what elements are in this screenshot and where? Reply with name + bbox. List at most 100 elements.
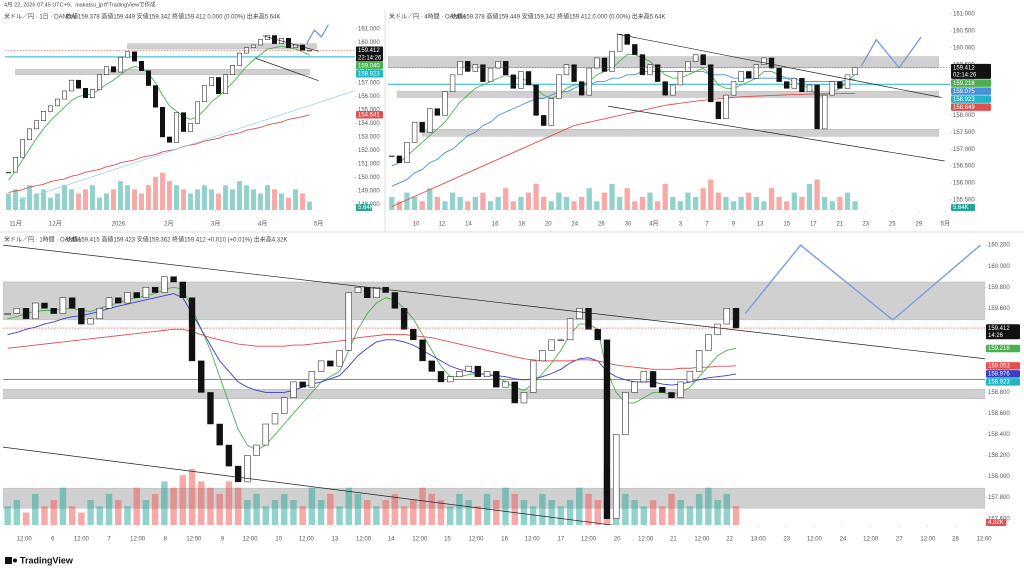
volume-bar xyxy=(195,189,200,210)
candle xyxy=(705,334,712,351)
candle xyxy=(603,339,611,519)
candle xyxy=(97,74,102,90)
price-zone xyxy=(3,389,985,400)
candle xyxy=(59,297,67,314)
candle xyxy=(799,77,805,92)
x-tick-label: 2月 xyxy=(164,221,173,228)
volume-tag-label: 4.32K xyxy=(988,520,1004,526)
volume-bar xyxy=(487,201,494,210)
candle xyxy=(216,77,221,94)
volume-bar xyxy=(647,192,653,210)
x-tick-label: 16 xyxy=(492,222,499,228)
candle xyxy=(244,455,251,483)
volume-bar xyxy=(419,201,425,210)
volume-bar xyxy=(723,196,729,210)
volume-bar xyxy=(446,506,454,525)
volume-tag xyxy=(986,519,1007,526)
price-tag xyxy=(986,344,1020,353)
volume-bar xyxy=(207,487,214,525)
y-tick-label: 156.500 xyxy=(953,164,975,170)
candle xyxy=(373,286,380,299)
candle xyxy=(290,381,297,398)
volume-bar xyxy=(48,197,53,210)
price-tag-label: 159.218 xyxy=(953,81,975,87)
price-zone xyxy=(15,69,310,75)
volume-bar xyxy=(844,192,851,210)
volume-bar xyxy=(262,506,270,525)
volume-bar xyxy=(153,176,158,210)
x-tick-label: 12 xyxy=(439,222,446,228)
candle xyxy=(41,302,48,309)
volume-bar xyxy=(404,192,410,210)
candle xyxy=(566,318,574,341)
candle xyxy=(529,360,537,393)
candle xyxy=(753,64,760,79)
volume-bar xyxy=(104,193,109,210)
volume-bar xyxy=(234,487,242,525)
candle xyxy=(480,64,486,82)
y-tick-label: 157.000 xyxy=(953,147,975,153)
volume-bar xyxy=(799,196,805,210)
candle xyxy=(146,70,151,86)
price-tag xyxy=(951,63,991,79)
y-tick-label: 151.000 xyxy=(358,162,380,168)
candle xyxy=(209,77,214,86)
x-tick-label: 12:00 xyxy=(977,537,993,543)
footer-brand: TradingView xyxy=(20,555,74,565)
candle xyxy=(55,98,60,107)
volume-bar xyxy=(732,506,740,525)
candle xyxy=(677,71,684,86)
candle xyxy=(111,66,116,73)
volume-bar xyxy=(483,493,491,525)
candle xyxy=(195,101,200,124)
volume-bar xyxy=(111,189,116,210)
x-tick-label: 12:00 xyxy=(638,537,654,543)
y-tick-label: 160.000 xyxy=(988,264,1010,270)
y-tick-label: 152.000 xyxy=(358,148,380,154)
x-tick-label: 30 xyxy=(625,222,632,228)
candle xyxy=(511,381,518,404)
volume-bar xyxy=(548,201,554,210)
volume-bar xyxy=(563,196,570,210)
candle xyxy=(78,308,85,325)
volume-bar xyxy=(76,193,81,210)
candle xyxy=(345,292,352,351)
price-tag xyxy=(986,370,1020,378)
candle xyxy=(612,434,620,519)
candle xyxy=(198,360,205,393)
volume-bar xyxy=(151,493,159,525)
volume-bar xyxy=(299,506,306,525)
y-tick-label: 158.600 xyxy=(988,411,1010,417)
volume-bar xyxy=(829,201,835,210)
candle xyxy=(258,39,263,46)
candle xyxy=(456,371,463,377)
volume-bar xyxy=(6,193,11,210)
candle xyxy=(761,57,767,65)
candle xyxy=(13,308,21,314)
volume-bar xyxy=(253,493,260,525)
volume-bar xyxy=(654,201,661,210)
volume-bar xyxy=(692,196,699,210)
volume-bar xyxy=(419,487,426,525)
x-tick-label: 12:00 xyxy=(74,537,90,543)
candle xyxy=(69,79,74,92)
candle xyxy=(139,60,144,71)
candle xyxy=(237,52,242,66)
x-tick-label: 6 xyxy=(51,537,55,543)
candle xyxy=(548,339,555,351)
candle xyxy=(723,308,731,325)
volume-bar xyxy=(198,481,205,525)
y-tick-label: 160.000 xyxy=(358,40,380,46)
volume-bar xyxy=(586,188,592,210)
volume-bar xyxy=(230,189,235,210)
candle xyxy=(487,67,494,82)
price-tag-label: 159.412 xyxy=(953,65,975,71)
candle xyxy=(115,297,122,304)
candle xyxy=(251,44,256,48)
volume-bar xyxy=(616,196,623,210)
price-tag xyxy=(356,69,383,78)
candle xyxy=(83,88,88,98)
price-zone xyxy=(3,281,985,321)
y-tick-label: 158.200 xyxy=(988,453,1010,459)
